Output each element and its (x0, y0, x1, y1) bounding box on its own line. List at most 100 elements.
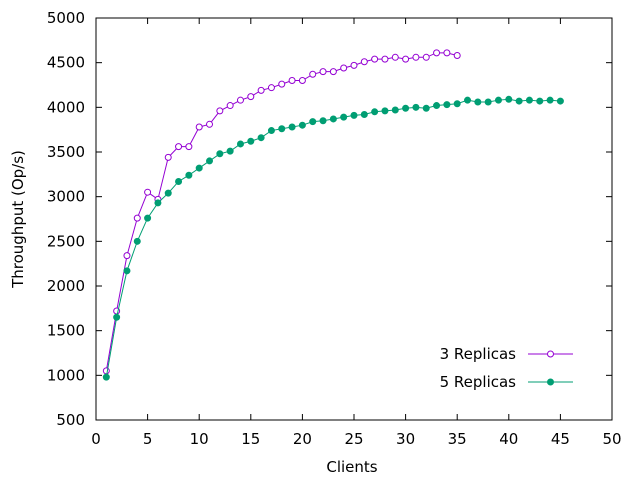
data-point (329, 68, 337, 76)
data-point (185, 143, 193, 151)
data-point (402, 104, 410, 112)
data-point (360, 110, 368, 118)
data-point (123, 267, 131, 275)
data-point (226, 147, 234, 155)
x-axis-title: Clients (326, 458, 377, 476)
data-point (556, 97, 564, 105)
data-point (505, 95, 513, 103)
legend-label: 5 Replicas (440, 373, 517, 391)
data-point (412, 53, 420, 61)
legend-label: 3 Replicas (440, 345, 517, 363)
x-tick-label: 20 (293, 430, 312, 448)
data-point (216, 107, 224, 115)
data-point (422, 104, 430, 112)
y-tick-label: 2000 (47, 277, 85, 295)
x-tick-label: 40 (499, 430, 518, 448)
y-tick-label: 4000 (47, 98, 85, 116)
data-point (412, 103, 420, 111)
series-line (105, 52, 458, 371)
data-point (474, 98, 482, 106)
data-point (195, 123, 203, 131)
y-tick-label: 5000 (47, 9, 85, 27)
data-point (340, 64, 348, 72)
series-line (105, 98, 561, 378)
data-point (525, 96, 533, 104)
data-point (278, 125, 286, 133)
data-point (267, 84, 275, 92)
y-tick-label: 500 (56, 411, 85, 429)
data-point (319, 68, 327, 76)
data-point (371, 55, 379, 63)
y-tick-labels: 500 1000 1500 2000 2500 3000 3500 4000 4500 5000 (47, 9, 85, 429)
data-point (298, 121, 306, 129)
data-point (154, 199, 162, 207)
y-tick-label: 4500 (47, 54, 85, 72)
x-tick-label: 45 (551, 430, 570, 448)
data-point (298, 77, 306, 85)
data-point (381, 55, 389, 63)
data-point (391, 53, 399, 61)
data-point (278, 80, 286, 88)
data-point (216, 150, 224, 158)
data-point (144, 214, 152, 222)
data-point (443, 101, 451, 109)
data-point (402, 55, 410, 63)
data-point (288, 123, 296, 131)
data-point (247, 137, 255, 145)
data-point (175, 143, 183, 151)
data-point (360, 58, 368, 66)
x-tick-label: 25 (344, 430, 363, 448)
data-point (350, 111, 358, 119)
series-2 (102, 95, 564, 381)
x-tick-labels: 0 5 10 15 20 25 30 35 40 45 50 (91, 430, 621, 448)
data-point (123, 252, 131, 260)
data-point (164, 189, 172, 197)
data-point (113, 313, 121, 321)
data-point (536, 97, 544, 105)
data-point (494, 96, 502, 104)
legend-entry: 5 Replicas (440, 373, 573, 391)
legend: 3 Replicas 5 Replicas (440, 345, 573, 391)
data-point (546, 96, 554, 104)
data-point (515, 97, 523, 105)
legend-swatch-marker (547, 378, 554, 386)
data-point (309, 70, 317, 78)
data-point (350, 61, 358, 69)
y-tick-label: 3000 (47, 188, 85, 206)
data-point (226, 102, 234, 110)
data-point (257, 86, 265, 94)
legend-entry: 3 Replicas (440, 345, 573, 363)
y-tick-label: 3500 (47, 143, 85, 161)
data-point (309, 118, 317, 126)
x-tick-label: 35 (448, 430, 467, 448)
y-tick-label: 1500 (47, 322, 85, 340)
data-point (195, 164, 203, 172)
data-point (102, 367, 110, 375)
x-tick-label: 30 (396, 430, 415, 448)
data-point (433, 102, 441, 110)
data-point (236, 140, 244, 148)
data-point (391, 106, 399, 114)
data-point (236, 96, 244, 104)
data-point (133, 237, 141, 245)
data-point (464, 96, 472, 104)
data-point (288, 77, 296, 85)
data-point (443, 49, 451, 57)
data-point (329, 115, 337, 123)
y-tick-label: 1000 (47, 366, 85, 384)
data-point (185, 171, 193, 179)
y-axis-title: Throughput (Op/s) (9, 150, 27, 289)
data-point (484, 98, 492, 106)
data-point (206, 157, 214, 165)
plot-frame (95, 17, 613, 421)
data-point (340, 113, 348, 121)
y-tick-label: 2500 (47, 232, 85, 250)
data-point (175, 177, 183, 185)
data-point (319, 117, 327, 125)
series-1 (102, 49, 461, 375)
data-point (453, 52, 461, 60)
data-point (381, 107, 389, 115)
x-tick-label: 15 (241, 430, 260, 448)
data-point (433, 49, 441, 57)
